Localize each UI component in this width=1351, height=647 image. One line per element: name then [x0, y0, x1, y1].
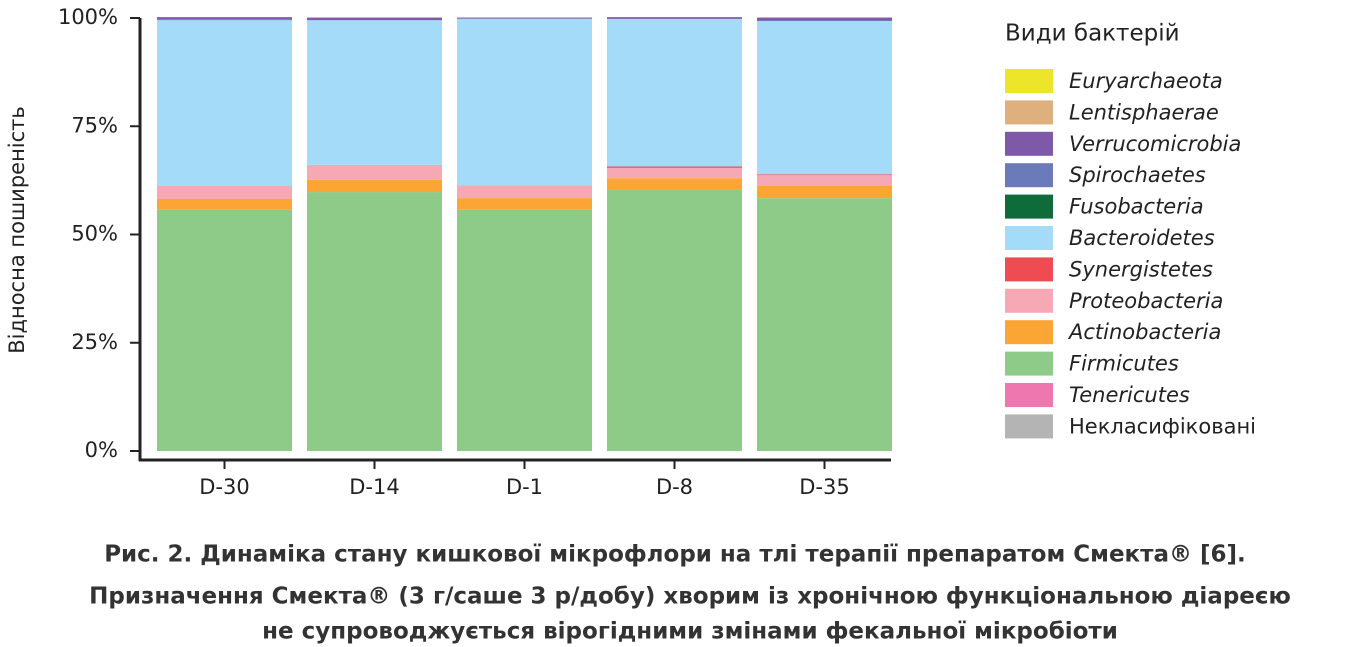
bar-segment	[757, 21, 892, 175]
x-tick-label: D-30	[199, 475, 249, 499]
legend-label: Lentisphaerae	[1069, 100, 1219, 124]
bar-segment	[607, 18, 742, 167]
bar-segment	[307, 179, 442, 193]
legend-label: Firmicutes	[1069, 352, 1179, 376]
y-tick-label: 50%	[71, 222, 118, 246]
bar-segment	[157, 19, 292, 21]
bar-segment	[157, 198, 292, 210]
legend-label: Actinobacteria	[1067, 320, 1221, 344]
legend-swatch	[1005, 163, 1053, 188]
bar-segment	[157, 209, 292, 451]
y-tick-label: 75%	[71, 113, 118, 137]
legend-swatch	[1005, 383, 1053, 407]
bar-segment	[157, 186, 292, 199]
legend-label: Tenericutes	[1069, 383, 1190, 407]
legend-swatch	[1005, 351, 1053, 376]
bar-segment	[607, 167, 742, 179]
legend-label: Verrucomicrobia	[1069, 132, 1241, 156]
legend-label: Fusobacteria	[1069, 195, 1204, 219]
caption: Рис. 2. Динаміка стану кишкової мікрофло…	[104, 542, 1246, 568]
bar-segment	[757, 174, 892, 176]
legend-label: Proteobacteria	[1069, 289, 1223, 313]
legend-swatch	[1005, 131, 1053, 156]
legend-swatch	[1005, 288, 1053, 313]
y-tick-label: 100%	[58, 5, 118, 29]
y-tick-label: 0%	[85, 438, 118, 462]
bar-segment	[307, 192, 442, 452]
legend-label: Euryarchaeota	[1069, 69, 1223, 93]
x-tick-label: D-14	[349, 475, 399, 499]
legend-swatch	[1005, 226, 1053, 250]
bar-segment	[607, 189, 742, 451]
legend-swatch	[1005, 194, 1053, 219]
legend-swatch	[1005, 257, 1053, 282]
bar-segment	[157, 20, 292, 187]
x-tick-label: D-35	[799, 475, 849, 499]
bar-segment	[757, 17, 892, 21]
x-tick-label: D-8	[656, 475, 693, 499]
legend-label: Bacteroidetes	[1069, 226, 1215, 250]
legend-swatch	[1005, 69, 1053, 93]
legend-title: Види бактерій	[1005, 21, 1180, 47]
bar-segment	[457, 185, 592, 199]
legend-label: Synergistetes	[1069, 257, 1213, 281]
legend-swatch	[1005, 414, 1053, 439]
caption: Призначення Смекта® (3 г/саше 3 р/добу) …	[89, 584, 1291, 610]
bar-segment	[307, 17, 442, 21]
bar-segment	[757, 198, 892, 451]
bar-segment	[457, 17, 592, 19]
legend-swatch	[1005, 320, 1053, 345]
bar-segment	[607, 17, 742, 19]
bar-segment	[307, 164, 442, 180]
legend-label: Spirochaetes	[1069, 163, 1206, 187]
y-tick-label: 25%	[71, 330, 118, 354]
y-axis-label: Відносна поширеність	[5, 106, 29, 354]
bar-segment	[757, 186, 892, 199]
bar-segment	[457, 198, 592, 210]
bar-segment	[757, 175, 892, 187]
x-tick-label: D-1	[506, 475, 543, 499]
caption: не супроводжується вірогідними змінами ф…	[262, 619, 1118, 645]
bar-segment	[157, 17, 292, 20]
legend-swatch	[1005, 100, 1053, 125]
bar-segment	[607, 166, 742, 168]
legend-label: Некласифіковані	[1069, 414, 1256, 438]
bar-segment	[607, 178, 742, 190]
bar-segment	[457, 18, 592, 186]
bar-segment	[457, 209, 592, 451]
bar-segment	[307, 20, 442, 165]
